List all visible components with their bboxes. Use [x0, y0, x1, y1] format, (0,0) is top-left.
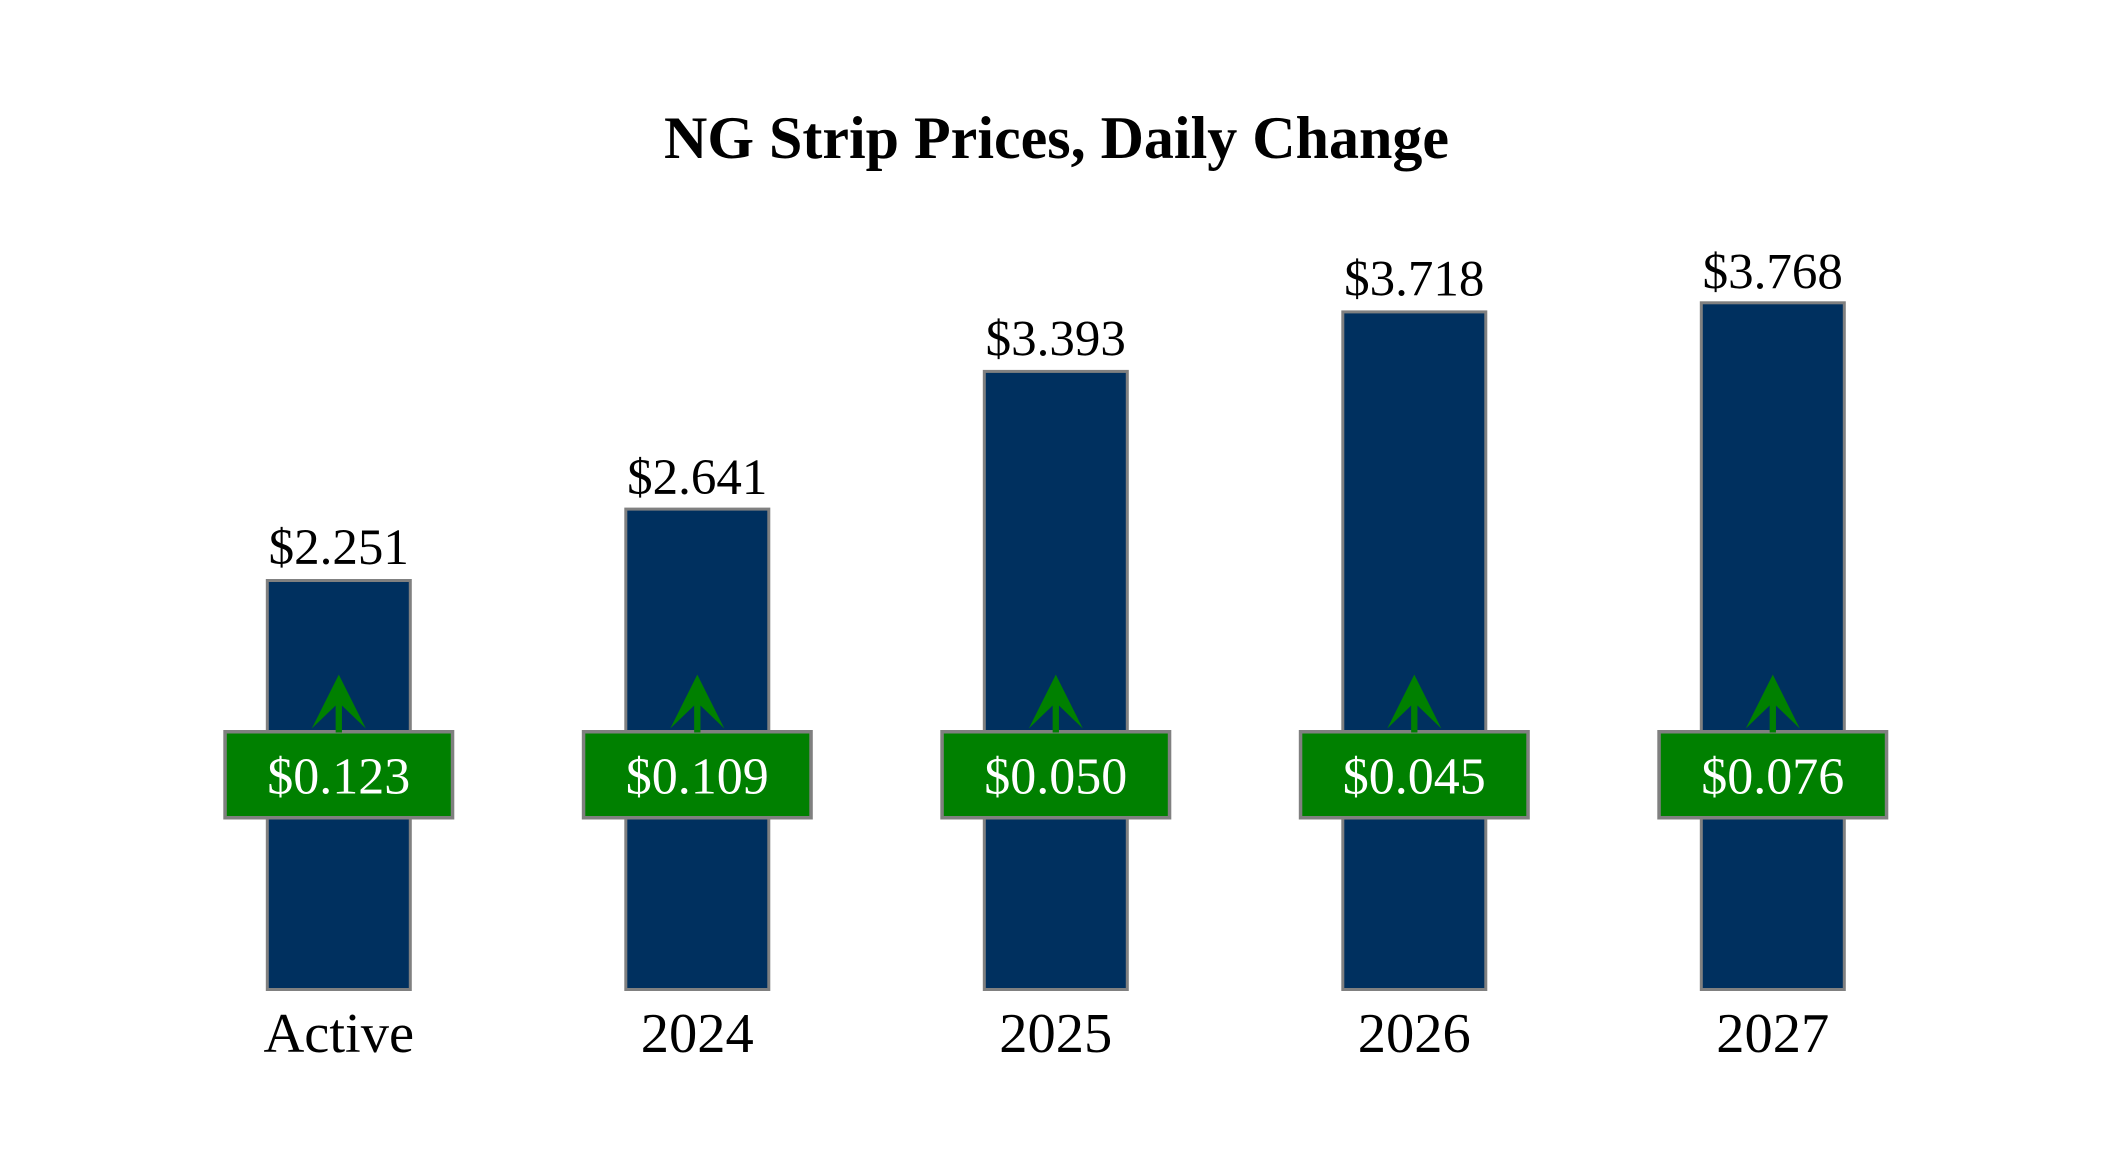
svg-text:2027: 2027 [1716, 1003, 1829, 1065]
svg-text:$2.641: $2.641 [627, 450, 767, 506]
svg-text:2026: 2026 [1358, 1003, 1471, 1065]
svg-text:$2.251: $2.251 [269, 520, 409, 576]
svg-text:2025: 2025 [999, 1003, 1112, 1065]
svg-text:Active: Active [263, 1003, 414, 1065]
svg-text:$3.768: $3.768 [1703, 245, 1843, 301]
svg-text:$0.045: $0.045 [1343, 748, 1486, 805]
svg-text:2024: 2024 [641, 1003, 754, 1065]
svg-text:$0.109: $0.109 [626, 748, 769, 805]
svg-text:NG Strip Prices, Daily Change: NG Strip Prices, Daily Change [664, 105, 1449, 171]
svg-text:$3.393: $3.393 [986, 312, 1126, 368]
svg-text:$3.718: $3.718 [1344, 252, 1484, 308]
svg-text:$0.123: $0.123 [267, 748, 410, 805]
svg-text:$0.050: $0.050 [984, 748, 1127, 805]
svg-text:$0.076: $0.076 [1701, 748, 1844, 805]
